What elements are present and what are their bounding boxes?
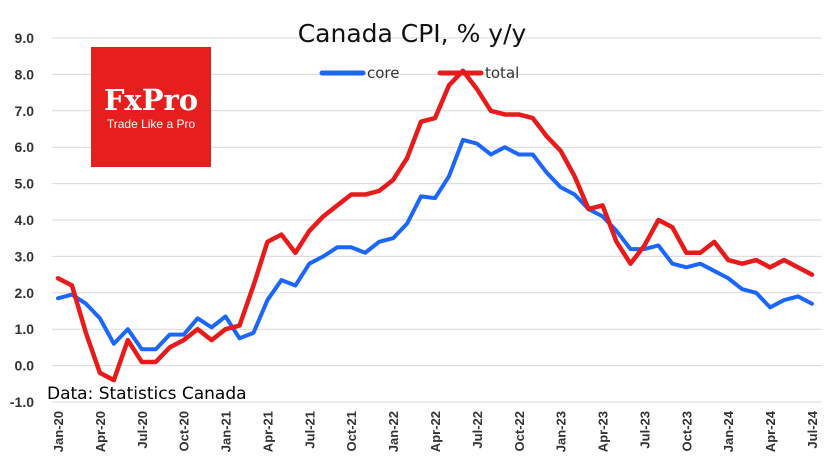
legend-label-total: total	[485, 64, 519, 82]
x-tick-label: Oct-22	[512, 411, 527, 451]
x-tick-label: Jul-21	[302, 411, 317, 449]
x-tick-label: Oct-21	[344, 411, 359, 451]
x-tick-label: Jul-20	[135, 411, 150, 449]
x-tick-label: Jan-24	[721, 410, 736, 452]
y-tick-label: 5.0	[15, 176, 35, 192]
x-tick-label: Apr-20	[93, 411, 108, 452]
x-tick-label: Jul-22	[470, 411, 485, 449]
x-tick-label: Apr-21	[260, 411, 275, 452]
y-tick-label: 4.0	[15, 212, 35, 228]
series-line-total	[55, 68, 815, 383]
x-tick-label: Jan-22	[386, 411, 401, 452]
legend: core total	[319, 64, 519, 82]
x-tick-label: Jan-21	[219, 411, 234, 452]
y-axis: -1.0 0.0 1.0 2.0 3.0 4.0 5.0 6.0 7.0 8.0 9.0	[10, 30, 34, 410]
x-tick-label: Jul-23	[637, 411, 652, 449]
x-tick-label: Jul-24	[805, 410, 820, 448]
x-tick-label: Apr-24	[763, 410, 778, 452]
x-tick-label: Oct-20	[177, 411, 192, 451]
x-tick-label: Oct-23	[679, 411, 694, 451]
x-tick-label: Jan-23	[554, 411, 569, 452]
y-tick-label: -1.0	[10, 394, 34, 410]
logo-background	[91, 47, 211, 167]
x-tick-label: Apr-23	[596, 411, 611, 452]
logo-brand-text: FxPro	[104, 83, 198, 117]
x-tick-label: Jan-20	[51, 411, 66, 452]
y-tick-label: 6.0	[15, 139, 35, 155]
y-tick-label: 7.0	[15, 103, 35, 119]
y-tick-label: 0.0	[15, 358, 35, 374]
y-tick-label: 9.0	[15, 30, 35, 46]
y-tick-label: 1.0	[15, 321, 35, 337]
series-line-core	[56, 137, 814, 352]
y-tick-label: 3.0	[15, 248, 35, 264]
y-tick-label: 8.0	[15, 66, 35, 82]
x-tick-label: Apr-22	[428, 411, 443, 452]
source-note: Data: Statistics Canada	[47, 384, 247, 404]
y-tick-label: 2.0	[15, 285, 35, 301]
legend-label-core: core	[367, 64, 400, 82]
x-axis: Jan-20 Apr-20 Jul-20 Oct-20 Jan-21 Apr-21 Jul-…	[51, 410, 820, 452]
chart-title: Canada CPI, % y/y	[298, 19, 527, 48]
fxpro-logo: FxPro Trade Like a Pro	[91, 47, 211, 167]
logo-tagline: Trade Like a Pro	[107, 117, 196, 131]
series-lines	[55, 68, 815, 383]
